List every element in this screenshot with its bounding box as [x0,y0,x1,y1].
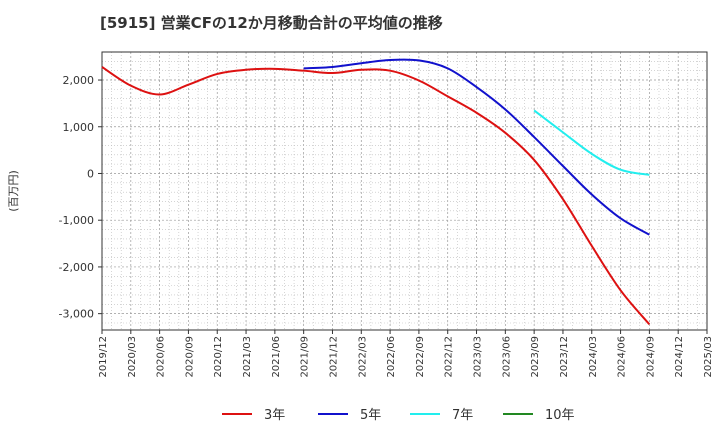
y-tick-label: 1,000 [63,121,95,134]
x-tick-label: 2023/12 [559,336,570,378]
x-tick-label: 2023/09 [530,336,541,378]
x-tick-label: 2022/03 [357,336,368,378]
x-tick-label: 2020/06 [156,336,167,378]
x-tick-label: 2020/03 [127,336,138,378]
x-tick-label: 2020/12 [213,336,224,378]
chart-title: [5915] 営業CFの12か月移動合計の平均値の推移 [100,14,443,32]
x-tick-label: 2022/12 [444,336,455,378]
x-tick-label: 2021/09 [300,336,311,378]
series-line-2 [303,58,650,236]
x-tick-label: 2021/12 [328,336,339,378]
legend-label-4: 10年 [545,408,575,423]
x-tick-label: 2024/06 [617,336,628,378]
x-tick-label: 2024/12 [674,336,685,378]
plot-border [101,51,708,331]
x-tick-label: 2019/12 [98,336,109,378]
x-tick-label: 2021/06 [271,336,282,378]
x-tick-label: 2023/06 [501,336,512,378]
x-tick-label: 2024/03 [588,336,599,378]
x-tick-label: 2022/09 [415,336,426,378]
y-tick-label: -3,000 [59,308,94,321]
series-line-3 [533,109,650,176]
x-tick-label: 2023/03 [473,336,484,378]
y-tick-label: -2,000 [59,261,94,274]
x-tick-label: 2024/09 [645,336,656,378]
y-tick-label: 2,000 [63,74,95,87]
x-tick-label: 2021/03 [242,336,253,378]
x-tick-label: 2025/03 [703,336,714,378]
x-tick-label: 2022/06 [386,336,397,378]
y-tick-label: -1,000 [59,214,94,227]
y-tick-label: 0 [87,167,94,180]
series-line-1 [101,66,651,326]
legend-label-1: 3年 [264,408,285,423]
legend-label-2: 5年 [360,408,381,423]
y-axis-label: (百万円) [7,170,20,212]
plot-area [102,52,707,330]
x-tick-label: 2020/09 [184,336,195,378]
legend-label-3: 7年 [452,408,473,423]
